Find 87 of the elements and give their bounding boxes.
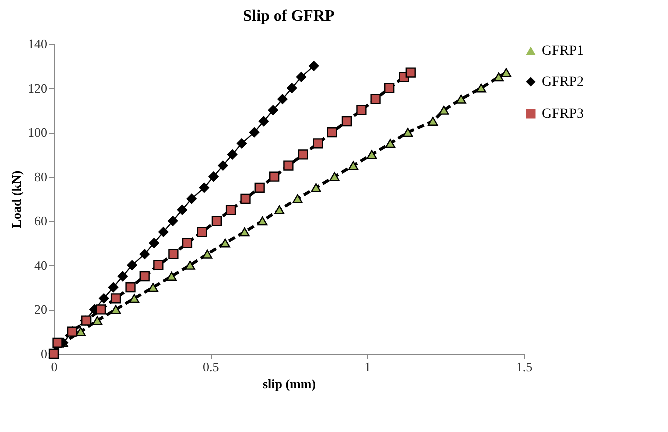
point <box>370 94 381 104</box>
point <box>258 216 268 226</box>
x-tick-label: 1.5 <box>516 360 533 374</box>
point <box>240 194 251 204</box>
point <box>166 272 177 281</box>
point <box>476 84 486 93</box>
point <box>284 160 294 171</box>
point <box>127 260 138 270</box>
point <box>249 128 260 138</box>
point <box>154 260 164 270</box>
point <box>402 128 414 138</box>
point <box>254 182 265 193</box>
y-tick-label: 80 <box>34 169 48 184</box>
point <box>278 94 288 104</box>
point <box>108 282 119 293</box>
point <box>366 150 378 160</box>
point <box>199 182 210 193</box>
chart-title: Slip of GFRP <box>243 8 336 25</box>
point <box>356 105 367 116</box>
point <box>149 238 160 248</box>
point <box>140 249 150 260</box>
point <box>298 150 308 160</box>
point <box>384 83 395 94</box>
point <box>96 304 106 315</box>
point <box>110 305 122 314</box>
point <box>218 160 228 171</box>
point <box>158 227 169 238</box>
point <box>439 106 450 115</box>
y-tick-label: 20 <box>34 302 48 318</box>
x-tick-label: 1 <box>364 360 372 374</box>
point <box>212 216 222 226</box>
point <box>311 183 322 192</box>
point <box>456 94 466 104</box>
point <box>258 116 270 127</box>
point <box>494 72 504 82</box>
y-tick-label: 120 <box>28 80 48 96</box>
legend-label: GFRP2 <box>542 75 584 90</box>
x-tick-label: 0 <box>51 360 58 374</box>
point <box>197 227 208 238</box>
point <box>308 61 320 72</box>
point <box>185 260 196 270</box>
point <box>220 238 230 248</box>
point <box>92 316 103 326</box>
point <box>428 117 438 126</box>
point <box>186 194 197 204</box>
y-tick-label: 100 <box>28 125 48 140</box>
x-axis-title: slip (mm) <box>262 376 316 392</box>
point <box>118 271 128 282</box>
point <box>270 172 280 182</box>
point <box>330 172 340 182</box>
point <box>501 68 512 78</box>
y-tick-label: 0 <box>41 346 48 362</box>
point <box>236 138 248 149</box>
point <box>228 150 238 160</box>
point <box>129 294 140 304</box>
point <box>208 172 219 182</box>
legend-label: GFRP1 <box>542 44 584 59</box>
point <box>292 194 303 204</box>
point <box>240 228 250 237</box>
point <box>348 161 359 170</box>
y-tick-label: 60 <box>34 214 48 229</box>
point <box>313 138 324 149</box>
point <box>296 72 307 82</box>
point <box>202 250 213 259</box>
y-tick-label: 40 <box>34 258 48 273</box>
point <box>327 128 338 138</box>
point <box>406 68 416 78</box>
point <box>226 205 236 216</box>
y-axis-title: Load (kN) <box>9 170 24 228</box>
point <box>182 238 193 248</box>
point <box>52 338 63 348</box>
point <box>126 282 136 293</box>
legend-label: GFRP3 <box>542 107 584 122</box>
point <box>168 249 179 260</box>
point <box>268 105 278 116</box>
point <box>287 83 298 94</box>
point <box>110 294 122 304</box>
point <box>385 139 396 148</box>
point <box>140 271 150 282</box>
point <box>342 116 352 127</box>
point <box>168 216 178 226</box>
y-tick-label: 140 <box>28 36 48 52</box>
point <box>148 283 158 292</box>
point <box>274 206 285 215</box>
x-tick-label: 0.5 <box>203 360 220 374</box>
point <box>177 205 188 216</box>
point <box>99 294 110 304</box>
